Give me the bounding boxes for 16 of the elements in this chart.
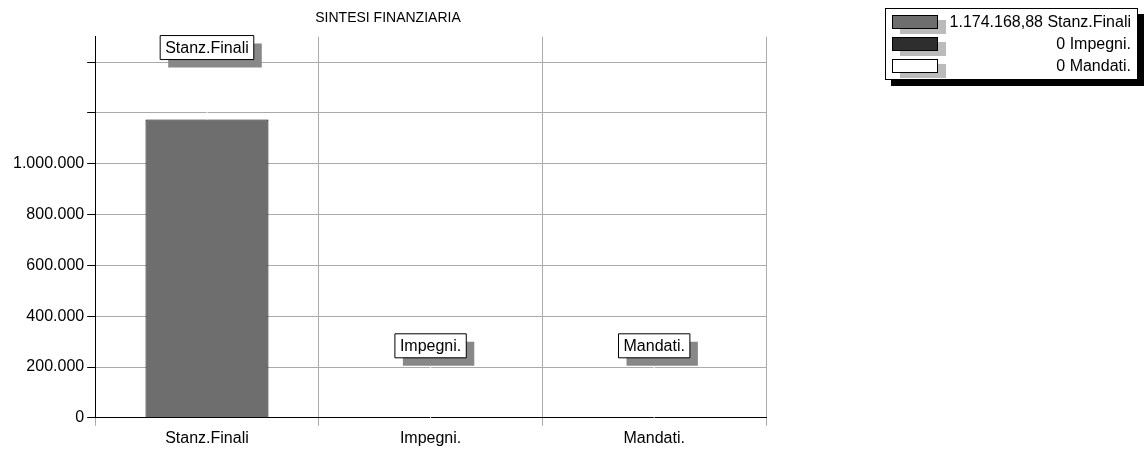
x-tick-label: Mandati. <box>623 428 685 446</box>
y-tick-label: 600.000 <box>26 255 85 273</box>
y-tick-label: 400.000 <box>26 306 85 324</box>
text: 0 Mandati. <box>1056 57 1131 75</box>
y-tick-label: 200.000 <box>26 357 85 375</box>
annotation: Mandati. <box>623 337 685 355</box>
annotation: Impegni. <box>399 337 462 355</box>
x-tick-label: Stanz.Finali <box>165 428 249 446</box>
text: 0 Impegni. <box>1056 35 1131 53</box>
x-tick-label: Impegni. <box>399 428 462 446</box>
chart-title: SINTESI FINANZIARIA <box>315 9 462 26</box>
y-tick-label: 1.000.000 <box>12 154 85 172</box>
annotation: Stanz.Finali <box>165 38 249 56</box>
y-tick-label: 0 <box>75 408 85 426</box>
text: 1.174.168,88 Stanz.Finali <box>949 13 1131 31</box>
y-tick-label: 800.000 <box>26 205 85 223</box>
